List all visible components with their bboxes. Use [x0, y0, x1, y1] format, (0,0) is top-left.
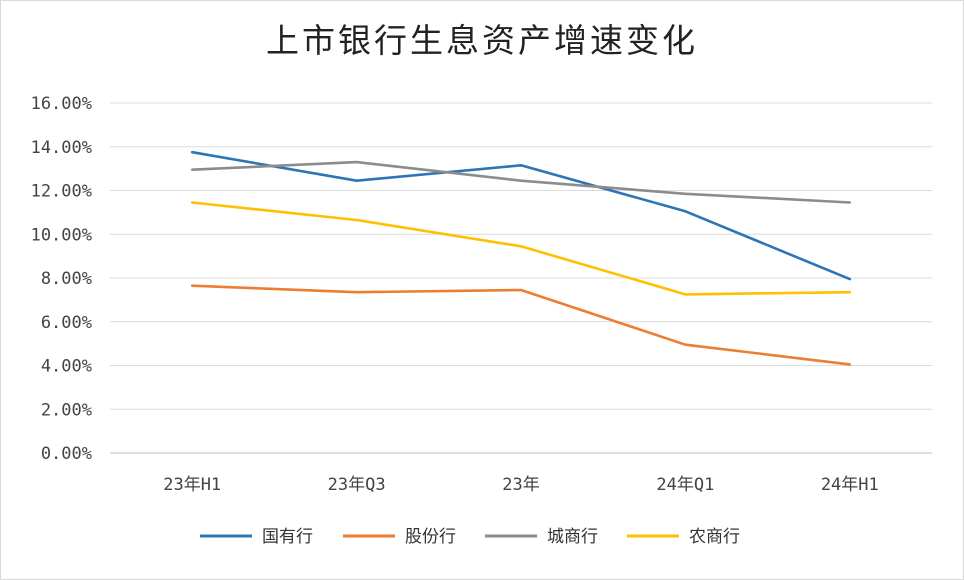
y-axis-ticks: 0.00% 2.00% 4.00% 6.00% 8.00% 10.00% 12.00% 14.… [31, 94, 92, 464]
y-tick-label: 14.00% [31, 138, 92, 158]
x-tick-label: 23年H1 [163, 475, 221, 495]
x-tick-label: 23年 [502, 475, 539, 495]
y-tick-label: 8.00% [41, 269, 92, 289]
legend-label: 股份行 [405, 527, 456, 547]
gridlines [110, 102, 932, 454]
legend-label: 城商行 [547, 527, 598, 547]
series-line [190, 160, 852, 204]
y-tick-label: 2.00% [41, 400, 92, 420]
legend-label: 国有行 [262, 527, 313, 547]
y-tick-label: 6.00% [41, 313, 92, 333]
chart-title: 上市银行生息资产增速变化 [266, 21, 698, 60]
series-line [190, 201, 852, 296]
y-tick-label: 16.00% [31, 94, 92, 114]
legend: 国有行 股份行 城商行 农商行 [200, 527, 740, 547]
x-tick-label: 24年H1 [821, 475, 879, 495]
y-tick-label: 12.00% [31, 182, 92, 202]
legend-label: 农商行 [689, 527, 740, 547]
x-axis-ticks: 23年H1 23年Q3 23年 24年Q1 24年H1 [163, 475, 879, 495]
x-tick-label: 23年Q3 [328, 475, 386, 495]
y-tick-label: 4.00% [41, 357, 92, 377]
series-lines [190, 150, 852, 366]
y-tick-label: 0.00% [41, 444, 92, 464]
y-tick-label: 10.00% [31, 225, 92, 245]
series-line [190, 284, 852, 366]
x-tick-label: 24年Q1 [656, 475, 714, 495]
series-line [190, 150, 852, 281]
